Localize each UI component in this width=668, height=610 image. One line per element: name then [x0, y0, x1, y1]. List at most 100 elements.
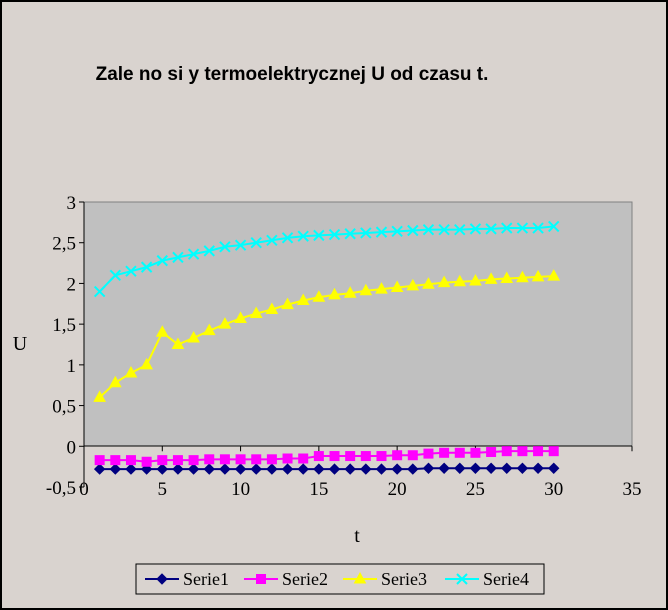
data-point-Serie4 — [156, 254, 168, 267]
data-point-Serie4-stroke — [407, 224, 419, 237]
data-point-Serie3 — [187, 330, 200, 343]
x-tick-label: 15 — [309, 479, 328, 500]
data-point-Serie2 — [376, 451, 387, 462]
data-point-Serie1 — [266, 463, 278, 475]
series-group — [93, 220, 561, 475]
legend-item-Serie1: Serie1 — [145, 569, 229, 589]
data-point-Serie3 — [93, 390, 107, 402]
data-point-Serie4-stroke — [93, 285, 106, 298]
data-point-Serie2 — [298, 453, 309, 464]
data-point-Serie1 — [297, 463, 309, 475]
data-point-Serie4 — [219, 241, 231, 253]
data-point-Serie4-stroke — [375, 226, 388, 238]
data-point-Serie3 — [406, 278, 420, 291]
data-point-Serie3 — [437, 275, 451, 288]
x-tick-label: 20 — [388, 479, 407, 500]
data-point-Serie1 — [375, 463, 388, 475]
data-point-Serie4 — [407, 224, 419, 237]
series-Serie1 — [93, 462, 560, 475]
data-point-Serie2 — [266, 454, 277, 465]
y-tick-label: 0 — [67, 437, 77, 458]
data-point-Serie3 — [202, 323, 216, 336]
data-point-Serie1 — [250, 463, 262, 475]
data-point-Serie3 — [531, 269, 545, 282]
data-point-Serie3 — [312, 290, 326, 302]
data-point-Serie1 — [187, 463, 200, 475]
data-point-Serie2 — [94, 455, 105, 466]
data-point-Serie4 — [422, 223, 435, 236]
data-point-Serie1 — [125, 463, 137, 475]
x-tick-label: 5 — [158, 479, 168, 500]
data-point-Serie3 — [500, 271, 514, 284]
data-point-Serie4 — [375, 226, 388, 238]
x-tick-label: 0 — [79, 479, 89, 500]
data-point-Serie4-stroke — [203, 245, 215, 257]
data-point-Serie4 — [548, 220, 560, 233]
data-point-Serie1 — [516, 462, 529, 474]
data-point-Serie2 — [392, 450, 403, 461]
chart-title: Zale no si y termoelektrycznej U od czas… — [96, 64, 489, 85]
data-point-Serie1 — [234, 463, 247, 475]
data-point-Serie4 — [360, 227, 372, 239]
data-point-Serie1 — [344, 463, 356, 475]
data-point-Serie3 — [124, 365, 138, 378]
data-point-Serie1 — [219, 463, 231, 475]
data-point-Serie2 — [219, 454, 230, 465]
data-point-Serie4-stroke — [219, 241, 231, 253]
data-point-Serie2 — [423, 448, 434, 459]
data-point-Serie4-stroke — [109, 269, 122, 281]
data-point-Serie2 — [407, 450, 418, 461]
data-point-Serie3 — [108, 375, 122, 388]
legend-item-Serie4: Serie4 — [445, 569, 529, 589]
data-point-Serie4 — [501, 222, 513, 234]
y-tick-label: 0,5 — [52, 397, 76, 418]
data-point-Serie4 — [438, 223, 450, 236]
data-point-Serie1 — [454, 462, 466, 474]
data-point-Serie4 — [109, 269, 122, 281]
data-point-Serie2 — [313, 451, 324, 462]
data-point-Serie4-stroke — [140, 261, 153, 273]
data-point-Serie3 — [140, 357, 153, 370]
data-point-Serie4-stroke — [156, 254, 168, 267]
data-point-Serie3 — [296, 293, 310, 306]
x-tick-label: 35 — [623, 479, 642, 500]
data-point-Serie4-stroke — [454, 223, 466, 236]
data-point-Serie4-stroke — [422, 223, 435, 236]
data-point-Serie2 — [204, 454, 215, 465]
x-tick-label: 10 — [231, 479, 250, 500]
data-point-Serie4 — [532, 222, 544, 234]
data-point-Serie4 — [93, 285, 106, 298]
data-point-Serie4 — [172, 251, 184, 264]
data-point-Serie1 — [360, 463, 372, 475]
data-point-Serie4 — [454, 223, 466, 236]
legend-marker — [156, 573, 168, 585]
data-point-Serie1 — [548, 462, 560, 474]
data-point-Serie4-stroke — [172, 251, 184, 264]
data-point-Serie2 — [486, 446, 497, 457]
data-point-Serie3 — [343, 286, 357, 298]
data-point-Serie3 — [375, 282, 388, 294]
plot-area — [83, 201, 633, 447]
data-point-Serie4-stroke — [485, 223, 497, 235]
data-point-Serie3 — [359, 283, 373, 296]
data-point-Serie1 — [328, 463, 341, 475]
data-point-Serie2 — [235, 454, 246, 465]
x-axis-title: t — [354, 525, 360, 547]
data-point-Serie3 — [453, 274, 467, 287]
data-point-Serie4-stroke — [328, 228, 341, 241]
series-Serie3 — [93, 269, 561, 402]
data-point-Serie4-stroke — [548, 220, 560, 233]
data-point-Serie4 — [250, 237, 262, 249]
data-point-Serie1 — [532, 462, 544, 474]
data-point-Serie3 — [484, 272, 498, 284]
data-point-Serie1 — [172, 463, 184, 475]
data-point-Serie4 — [140, 261, 153, 273]
data-point-Serie1 — [501, 462, 513, 474]
legend-label: Serie4 — [483, 569, 529, 589]
data-point-Serie4-stroke — [469, 223, 482, 235]
data-point-Serie2 — [533, 446, 544, 457]
series-Serie2 — [94, 446, 559, 467]
data-point-Serie2 — [454, 447, 465, 458]
data-point-Serie2 — [141, 456, 152, 467]
data-point-Serie1 — [93, 463, 106, 475]
